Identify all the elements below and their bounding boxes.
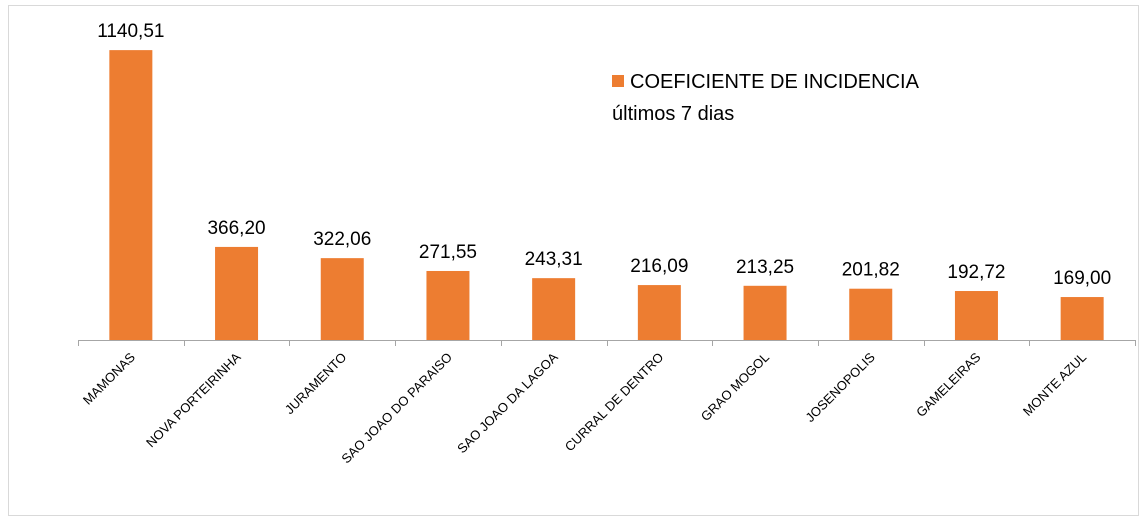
bar: [215, 246, 259, 340]
x-tick-label: GAMELEIRAS: [913, 349, 984, 420]
bar: [109, 50, 153, 341]
value-label: 271,55: [419, 242, 477, 263]
x-tick-label: CURRAL DE DENTRO: [562, 350, 667, 455]
x-tick-label: SAO JOAO DO PARAISO: [338, 350, 455, 467]
value-label: 243,31: [525, 249, 583, 270]
x-tick-label: MAMONAS: [80, 349, 138, 407]
legend: COEFICIENTE DE INCIDENCIA últimos 7 dias: [612, 66, 972, 130]
value-label: 366,20: [207, 218, 265, 239]
x-tick-label: MONTE AZUL: [1020, 350, 1089, 419]
bar: [1060, 297, 1104, 340]
legend-swatch: [612, 75, 624, 87]
value-label: 322,06: [313, 229, 371, 250]
bar: [637, 285, 681, 340]
bar: [743, 285, 787, 340]
value-label: 169,00: [1053, 268, 1111, 289]
bar: [426, 270, 470, 340]
value-label: 201,82: [842, 260, 900, 281]
x-tick-label: NOVA PORTEIRINHA: [143, 349, 244, 450]
bar: [320, 258, 364, 340]
value-label: 1140,51: [97, 21, 164, 42]
x-tick-label: GRAO MOGOL: [698, 350, 772, 424]
bar: [849, 288, 893, 340]
chart-border: [8, 5, 1139, 516]
x-tick-label: SAO JOAO DA LAGOA: [454, 349, 561, 456]
x-tick-label: JURAMENTO: [282, 350, 350, 418]
value-label: 192,72: [947, 262, 1005, 283]
legend-label: COEFICIENTE DE INCIDENCIA últimos 7 dias: [612, 71, 918, 125]
x-tick-label: JOSENOPOLIS: [802, 349, 878, 425]
bar: [954, 291, 998, 340]
bar: [532, 278, 576, 340]
value-label: 213,25: [736, 257, 794, 278]
value-label: 216,09: [630, 256, 688, 277]
